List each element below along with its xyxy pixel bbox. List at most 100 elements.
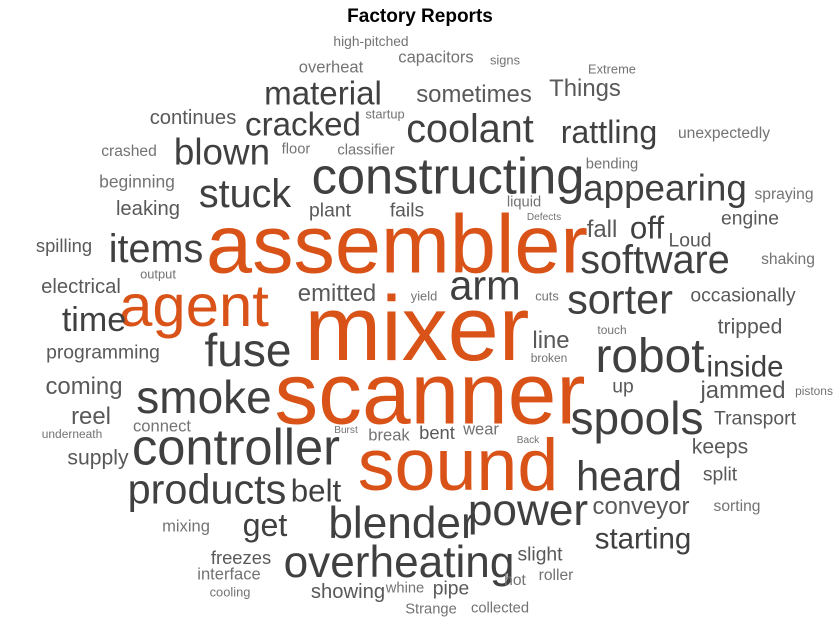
word-conveyor: conveyor xyxy=(592,493,690,521)
word-crashed: crashed xyxy=(101,143,157,161)
word-blender: blender xyxy=(328,498,476,548)
word-coming: coming xyxy=(45,373,123,401)
word-leaking: leaking xyxy=(115,197,181,220)
word-off: off xyxy=(629,210,665,246)
chart-title: Factory Reports xyxy=(347,6,493,27)
word-get: get xyxy=(242,506,288,543)
word-reel: reel xyxy=(71,403,111,431)
word-slight: slight xyxy=(517,544,563,566)
word-sound: sound xyxy=(357,423,559,507)
word-roller: roller xyxy=(538,567,574,585)
word-up: up xyxy=(612,376,634,398)
word-startup: startup xyxy=(365,106,405,122)
word-defects: Defects xyxy=(526,211,562,223)
word-bent: bent xyxy=(419,421,455,443)
word-mixer: mixer xyxy=(304,278,530,380)
word-pipe: pipe xyxy=(432,578,470,600)
word-touch: touch xyxy=(597,323,627,338)
word-floor: floor xyxy=(281,141,311,158)
word-yield: yield xyxy=(410,288,438,304)
word-controller: controller xyxy=(131,418,341,476)
word-burst: Burst xyxy=(334,424,358,436)
word-engine: engine xyxy=(721,208,779,230)
word-break: break xyxy=(368,425,410,445)
word-smoke: smoke xyxy=(136,371,272,423)
word-blown: blown xyxy=(173,131,271,173)
word-stuck: stuck xyxy=(198,172,292,217)
word-hot: hot xyxy=(504,572,526,590)
word-tripped: tripped xyxy=(717,315,783,339)
word-extreme: Extreme xyxy=(588,61,636,77)
word-power: power xyxy=(467,485,589,535)
word-supply: supply xyxy=(67,446,129,470)
word-back: Back xyxy=(516,434,540,446)
word-strange: Strange xyxy=(405,601,457,618)
word-high-pitched: high-pitched xyxy=(333,34,409,50)
word-classifier: classifier xyxy=(337,142,395,159)
word-showing: showing xyxy=(310,580,386,603)
word-sometimes: sometimes xyxy=(416,81,532,109)
word-occasionally: occasionally xyxy=(690,285,796,307)
word-shaking: shaking xyxy=(761,251,815,269)
word-belt: belt xyxy=(290,473,342,509)
word-cooling: cooling xyxy=(209,584,251,600)
word-fails: fails xyxy=(389,200,425,222)
word-cracked: cracked xyxy=(245,106,361,144)
word-line: line xyxy=(532,327,570,355)
word-underneath: underneath xyxy=(41,427,103,442)
word-interface: interface xyxy=(197,564,261,584)
word-fall: fall xyxy=(586,216,618,244)
word-transport: Transport xyxy=(714,408,796,430)
word-mixing: mixing xyxy=(162,516,210,536)
word-fuse: fuse xyxy=(204,324,292,376)
word-spools: spools xyxy=(570,392,704,444)
word-electrical: electrical xyxy=(41,275,121,298)
word-arm: arm xyxy=(449,262,521,309)
word-signs: signs xyxy=(489,52,521,68)
word-liquid: liquid xyxy=(506,194,542,211)
word-software: software xyxy=(580,238,730,283)
word-plant: plant xyxy=(309,200,351,222)
word-emitted: emitted xyxy=(297,280,377,308)
word-jammed: jammed xyxy=(700,377,786,405)
word-output: output xyxy=(140,266,176,282)
word-keeps: keeps xyxy=(691,435,749,459)
word-pistons: pistons xyxy=(795,384,833,399)
word-connect: connect xyxy=(133,416,191,436)
word-beginning: beginning xyxy=(99,171,175,192)
word-collected: collected xyxy=(470,600,530,617)
word-sorting: sorting xyxy=(713,498,761,516)
word-assembler: assembler xyxy=(206,197,588,291)
word-products: products xyxy=(127,466,287,513)
word-robot: robot xyxy=(595,330,705,384)
word-unexpectedly: unexpectedly xyxy=(677,125,771,143)
word-cuts: cuts xyxy=(535,288,559,304)
word-coolant: coolant xyxy=(406,107,534,152)
word-starting: starting xyxy=(594,522,692,556)
word-appearing: appearing xyxy=(583,167,747,209)
word-constructing: constructing xyxy=(311,147,585,205)
word-programming: programming xyxy=(46,342,160,364)
word-rattling: rattling xyxy=(560,113,658,150)
word-things: Things xyxy=(549,75,621,103)
word-continues: continues xyxy=(149,106,237,129)
word-overheating: overheating xyxy=(283,537,515,587)
word-heard: heard xyxy=(576,453,682,500)
word-sorter: sorter xyxy=(567,276,673,323)
word-scanner: scanner xyxy=(274,344,586,443)
word-freezes: freezes xyxy=(210,546,272,568)
word-spilling: spilling xyxy=(35,234,93,256)
word-loud: Loud xyxy=(668,230,712,252)
word-overheat: overheat xyxy=(298,57,364,77)
word-items: items xyxy=(108,227,204,272)
word-broken: broken xyxy=(530,351,568,366)
word-bending: bending xyxy=(585,156,639,173)
word-wear: wear xyxy=(463,419,499,439)
word-agent: agent xyxy=(119,272,269,340)
word-split: split xyxy=(702,464,738,486)
word-spraying: spraying xyxy=(754,186,814,204)
word-material: material xyxy=(264,75,382,113)
word-time: time xyxy=(61,300,127,339)
word-capacitors: capacitors xyxy=(398,47,474,67)
